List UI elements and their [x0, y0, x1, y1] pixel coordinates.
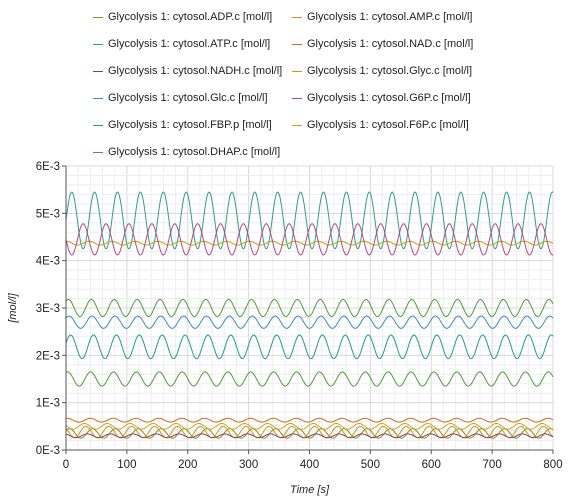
legend-swatch — [292, 70, 302, 72]
legend-item[interactable]: Glycolysis 1: cytosol.F6P.c [mol/l] — [292, 118, 469, 132]
y-tick-label: 6E-3 — [36, 161, 60, 173]
x-tick-label: 400 — [300, 459, 319, 471]
legend-item[interactable]: Glycolysis 1: cytosol.DHAP.c [mol/l] — [93, 145, 280, 159]
legend-item[interactable]: Glycolysis 1: cytosol.ADP.c [mol/l] — [93, 10, 272, 24]
series-line — [65, 371, 554, 387]
series-line — [65, 334, 554, 360]
x-tick-label: 100 — [117, 459, 136, 471]
legend-label: Glycolysis 1: cytosol.DHAP.c [mol/l] — [108, 146, 281, 158]
series-line — [65, 240, 554, 246]
legend-label: Glycolysis 1: cytosol.NAD.c [mol/l] — [307, 38, 474, 50]
legend-swatch — [93, 124, 103, 126]
legend-item[interactable]: Glycolysis 1: cytosol.FBP.p [mol/l] — [93, 118, 272, 132]
y-tick-label: 5E-3 — [36, 208, 60, 220]
x-tick-label: 500 — [361, 459, 380, 471]
y-axis-label: [mol/l] — [7, 292, 19, 323]
legend-label: Glycolysis 1: cytosol.F6P.c [mol/l] — [307, 119, 469, 131]
chart-legend: Glycolysis 1: cytosol.ADP.c [mol/l] Glyco… — [0, 0, 568, 160]
x-tick-label: 600 — [422, 459, 441, 471]
legend-swatch — [292, 97, 302, 99]
legend-label: Glycolysis 1: cytosol.Glyc.c [mol/l] — [307, 65, 473, 77]
legend-item[interactable]: Glycolysis 1: cytosol.ATP.c [mol/l] — [93, 37, 270, 51]
x-tick-label: 300 — [239, 459, 258, 471]
y-tick-label: 3E-3 — [36, 303, 60, 315]
legend-item[interactable]: Glycolysis 1: cytosol.NADH.c [mol/l] — [93, 64, 282, 78]
y-tick-label: 4E-3 — [36, 256, 60, 268]
legend-swatch — [292, 124, 302, 126]
legend-label: Glycolysis 1: cytosol.G6P.c [mol/l] — [307, 92, 471, 104]
legend-item[interactable]: Glycolysis 1: cytosol.G6P.c [mol/l] — [292, 91, 471, 105]
legend-swatch — [93, 97, 103, 99]
legend-item[interactable]: Glycolysis 1: cytosol.NAD.c [mol/l] — [292, 37, 473, 51]
x-tick-label: 700 — [483, 459, 502, 471]
x-axis-label: Time [s] — [290, 484, 330, 496]
series-line — [65, 425, 554, 439]
legend-item[interactable]: Glycolysis 1: cytosol.AMP.c [mol/l] — [292, 10, 472, 24]
legend-label: Glycolysis 1: cytosol.AMP.c [mol/l] — [307, 11, 473, 23]
series-line — [65, 223, 554, 256]
legend-swatch — [292, 16, 302, 18]
legend-label: Glycolysis 1: cytosol.ADP.c [mol/l] — [108, 11, 273, 23]
series-lines — [65, 191, 554, 439]
legend-item[interactable]: Glycolysis 1: cytosol.Glyc.c [mol/l] — [292, 64, 472, 78]
x-tick-label: 0 — [63, 459, 69, 471]
series-line — [65, 422, 554, 430]
series-line — [65, 315, 554, 329]
tick-labels: 0 100 200 300 400 500 600 700 800 0E-3 1E-3 2E-3 3E-… — [36, 161, 563, 471]
legend-swatch — [93, 43, 103, 45]
y-tick-label: 1E-3 — [36, 398, 60, 410]
y-tick-label: 2E-3 — [36, 350, 60, 362]
legend-swatch — [93, 151, 103, 153]
legend-label: Glycolysis 1: cytosol.ATP.c [mol/l] — [108, 38, 271, 50]
x-tick-label: 200 — [178, 459, 197, 471]
legend-swatch — [93, 70, 103, 72]
legend-item[interactable]: Glycolysis 1: cytosol.Glc.c [mol/l] — [93, 91, 268, 105]
series-line — [65, 417, 554, 423]
y-tick-label: 0E-3 — [36, 445, 60, 457]
legend-label: Glycolysis 1: cytosol.FBP.p [mol/l] — [108, 119, 272, 131]
series-line — [65, 298, 554, 318]
series-line — [65, 433, 554, 439]
x-tick-label: 800 — [543, 459, 562, 471]
legend-label: Glycolysis 1: cytosol.Glc.c [mol/l] — [108, 92, 268, 104]
series-line — [65, 191, 554, 250]
legend-swatch — [93, 16, 103, 18]
legend-swatch — [292, 43, 302, 45]
legend-label: Glycolysis 1: cytosol.NADH.c [mol/l] — [108, 65, 283, 77]
